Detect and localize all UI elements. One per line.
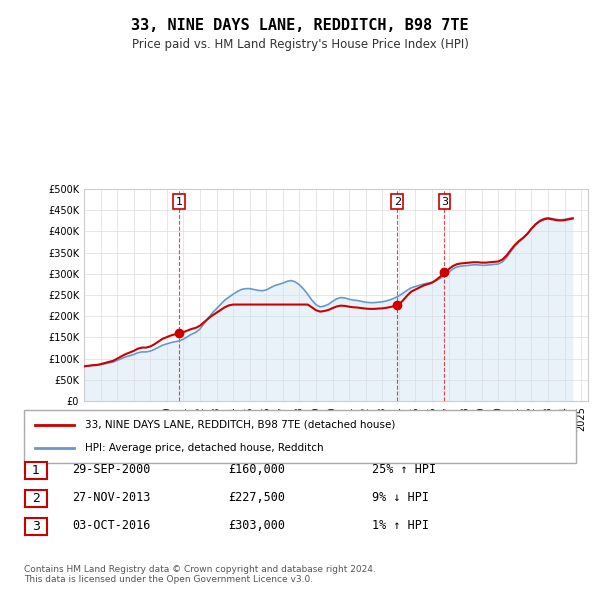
Text: 33, NINE DAYS LANE, REDDITCH, B98 7TE (detached house): 33, NINE DAYS LANE, REDDITCH, B98 7TE (d… [85, 420, 395, 430]
Text: 3: 3 [32, 520, 40, 533]
Text: 9% ↓ HPI: 9% ↓ HPI [372, 491, 429, 504]
Text: £303,000: £303,000 [228, 519, 285, 532]
Text: 3: 3 [441, 196, 448, 206]
Text: 29-SEP-2000: 29-SEP-2000 [72, 463, 151, 476]
Text: 25% ↑ HPI: 25% ↑ HPI [372, 463, 436, 476]
Text: 1: 1 [32, 464, 40, 477]
Text: £160,000: £160,000 [228, 463, 285, 476]
Text: 1% ↑ HPI: 1% ↑ HPI [372, 519, 429, 532]
FancyBboxPatch shape [25, 519, 47, 535]
Text: 03-OCT-2016: 03-OCT-2016 [72, 519, 151, 532]
Text: 2: 2 [32, 492, 40, 505]
Text: Contains HM Land Registry data © Crown copyright and database right 2024.
This d: Contains HM Land Registry data © Crown c… [24, 565, 376, 584]
Text: 33, NINE DAYS LANE, REDDITCH, B98 7TE: 33, NINE DAYS LANE, REDDITCH, B98 7TE [131, 18, 469, 32]
FancyBboxPatch shape [25, 462, 47, 478]
FancyBboxPatch shape [25, 490, 47, 507]
Text: Price paid vs. HM Land Registry's House Price Index (HPI): Price paid vs. HM Land Registry's House … [131, 38, 469, 51]
Text: HPI: Average price, detached house, Redditch: HPI: Average price, detached house, Redd… [85, 443, 323, 453]
Text: 2: 2 [394, 196, 401, 206]
Text: £227,500: £227,500 [228, 491, 285, 504]
Text: 1: 1 [176, 196, 182, 206]
FancyBboxPatch shape [24, 410, 576, 463]
Text: 27-NOV-2013: 27-NOV-2013 [72, 491, 151, 504]
